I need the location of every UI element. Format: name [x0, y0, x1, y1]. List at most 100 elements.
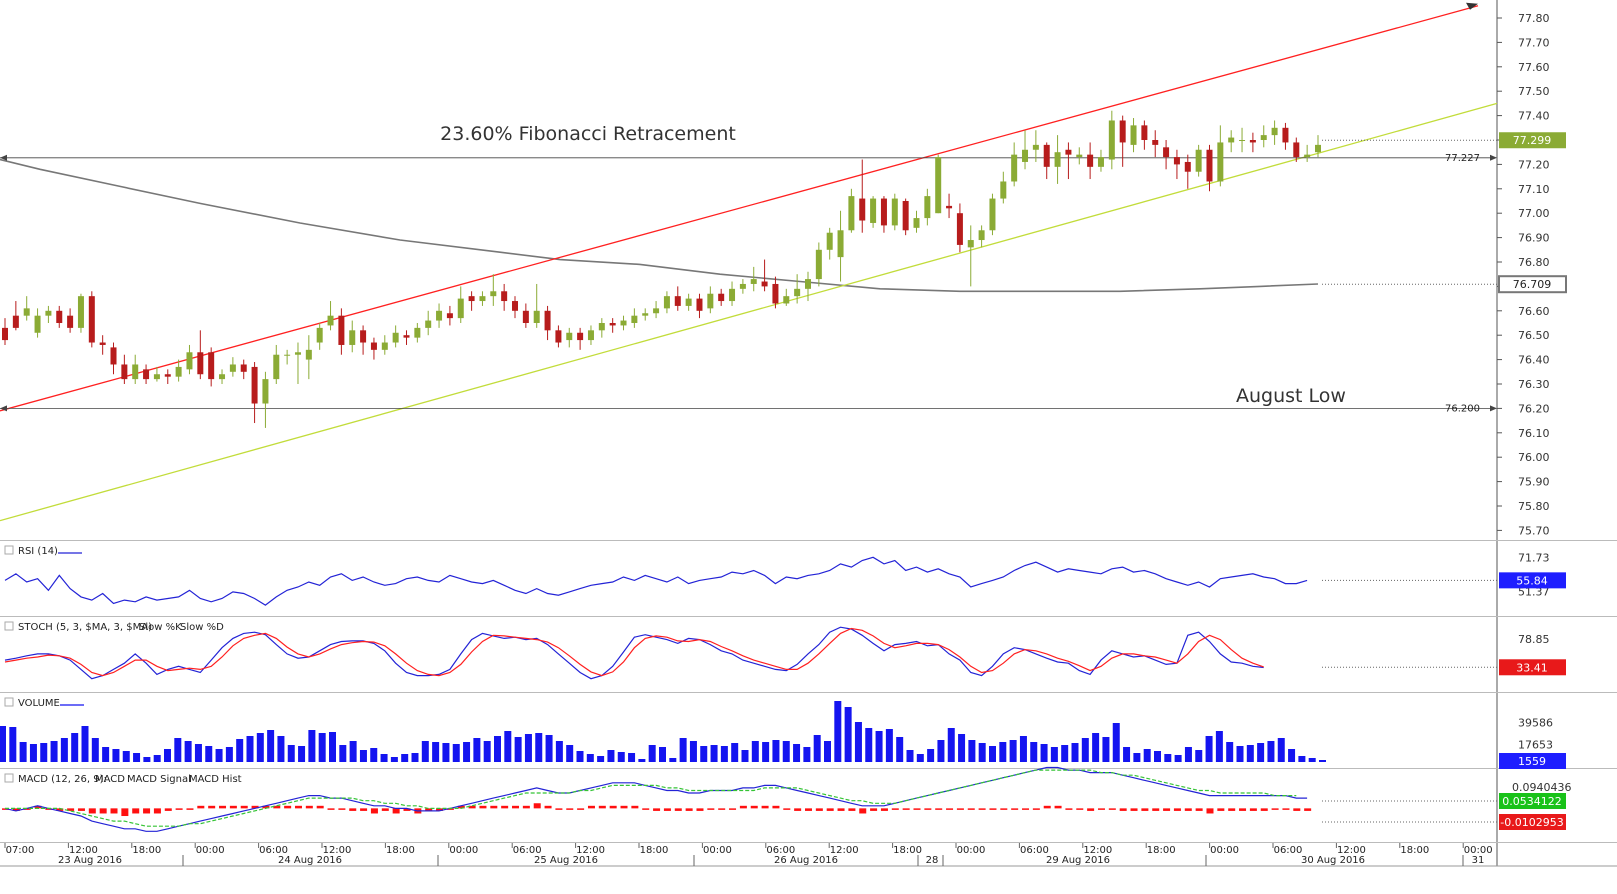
volume-bar: [432, 742, 440, 762]
macd-signal-line: [5, 769, 1297, 827]
macd-hist-bar: [1022, 808, 1030, 810]
price-tick-label: 77.40: [1518, 110, 1550, 123]
volume-bar: [102, 747, 110, 762]
volume-bar: [246, 736, 254, 762]
macd-hist-bar: [1087, 808, 1095, 811]
macd-hist-bar: [772, 805, 780, 809]
macd-hist-bar: [1228, 808, 1236, 811]
price-tick-label: 75.80: [1518, 500, 1550, 513]
volume-bar: [267, 730, 275, 762]
time-tick-label: 12:00: [1083, 845, 1112, 856]
macd-hist-bar: [1184, 808, 1192, 811]
candle-down: [370, 342, 377, 350]
candle-up: [631, 315, 638, 323]
volume-bar: [659, 747, 666, 762]
candle-down: [2, 327, 8, 341]
macd-hist-bar: [913, 808, 921, 810]
macd-hist-bar: [479, 805, 487, 809]
volume-bar: [689, 741, 697, 762]
macd-hist-bar: [1119, 808, 1127, 811]
macd-hist-bar: [360, 808, 368, 811]
volume-bar: [40, 743, 48, 762]
time-tick-label: 07:00: [6, 845, 35, 856]
macd-hist-bar: [305, 805, 313, 809]
macd-hist-bar: [1260, 808, 1268, 811]
macd-hist-bar: [370, 808, 378, 814]
price-tick-label: 77.00: [1518, 207, 1550, 220]
macd-hist-bar: [978, 808, 986, 810]
candle-down: [12, 315, 19, 328]
candle-up: [1076, 154, 1083, 158]
volume-bar: [1092, 733, 1100, 762]
candle-up: [848, 196, 855, 231]
candle-down: [1152, 140, 1159, 145]
volume-bar: [844, 707, 852, 762]
candle-down: [468, 296, 475, 302]
stoch-collapse-icon: [4, 621, 14, 631]
volume-bar: [463, 742, 471, 762]
price-tick-label: 76.30: [1518, 378, 1550, 391]
rsi-tick-label: 71.73: [1518, 552, 1550, 565]
macd-hist-bar: [577, 808, 585, 810]
macd-hist-bar: [381, 808, 389, 811]
candle-up: [826, 232, 833, 250]
volume-bar: [1267, 741, 1275, 762]
time-tick-label: 06:00: [1274, 845, 1303, 856]
volume-collapse-icon: [4, 697, 14, 707]
candle-down: [902, 201, 909, 231]
macd-hist-bar: [826, 808, 834, 811]
volume-bar: [669, 758, 677, 762]
candle-up: [1228, 137, 1235, 143]
candle-down: [446, 313, 453, 319]
candle-up: [978, 230, 985, 241]
time-tick-label: 18:00: [893, 845, 922, 856]
volume-bar: [958, 734, 966, 762]
candle-down: [164, 374, 171, 377]
candle-up: [891, 198, 898, 226]
volume-bar: [710, 745, 718, 762]
time-tick-label: 00:00: [196, 845, 225, 856]
volume-bar: [1319, 760, 1326, 762]
candle-up: [1000, 181, 1007, 199]
time-tick-label: 00:00: [957, 845, 986, 856]
time-tick-label: 00:00: [449, 845, 478, 856]
volume-bar: [504, 731, 512, 762]
volume-bar: [153, 755, 161, 762]
macd-hist-bar: [1206, 808, 1214, 814]
macd-hist-bar: [468, 805, 476, 809]
volume-bar: [452, 744, 460, 762]
volume-bar: [937, 740, 945, 762]
candle-down: [956, 213, 963, 245]
price-tick-label: 77.70: [1518, 36, 1550, 49]
candle-up: [837, 230, 844, 258]
volume-bar: [638, 759, 646, 762]
candle-up: [1260, 135, 1267, 140]
macd-hist-bar: [153, 808, 161, 814]
candle-up: [598, 323, 605, 331]
date-label: 28: [926, 855, 939, 866]
volume-bar: [906, 750, 914, 762]
candle-up: [219, 374, 226, 380]
candle-up: [316, 327, 323, 343]
volume-bar: [535, 733, 543, 762]
macd-tick-label: 0.0940436: [1512, 781, 1572, 794]
macd-hist-bar: [642, 808, 650, 810]
stoch-k-line: [4, 626, 1264, 680]
stoch-value-tag: [1499, 659, 1566, 676]
macd-hist-bar: [1173, 808, 1181, 811]
candle-up: [479, 296, 486, 302]
candle-up: [815, 249, 822, 280]
volume-bar: [628, 753, 636, 762]
macd-hist-bar: [121, 808, 129, 817]
volume-tick-label: 17653: [1518, 738, 1553, 751]
volume-bar: [494, 736, 501, 762]
candle-up: [729, 288, 736, 302]
macd-hist-bar: [164, 808, 172, 811]
time-tick-label: 18:00: [1400, 845, 1429, 856]
macd-hist-bar: [403, 808, 411, 811]
time-tick-label: 06:00: [1020, 845, 1049, 856]
candle-down: [1249, 140, 1256, 143]
volume-bar: [1184, 747, 1192, 762]
candle-up: [381, 342, 388, 350]
candle-up: [1054, 152, 1061, 167]
